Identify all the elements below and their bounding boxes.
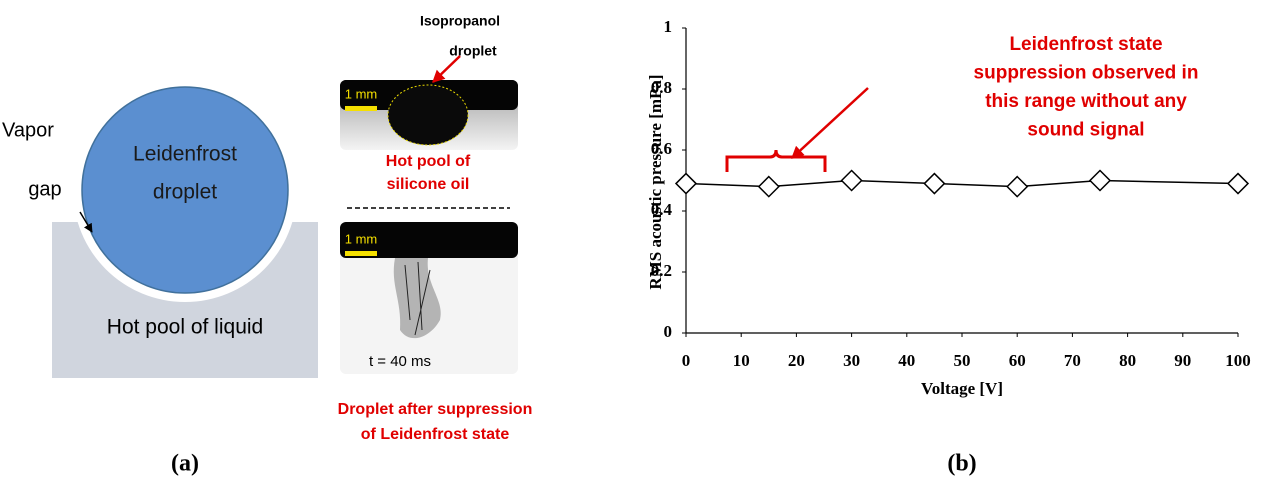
silicone-label: Hot pool of bbox=[386, 153, 471, 170]
x-tick-label: 80 bbox=[1119, 351, 1136, 370]
y-tick-label: 1 bbox=[664, 17, 673, 36]
panel-a: Leidenfrost droplet Vapor gap Hot pool o… bbox=[0, 13, 532, 477]
y-tick-label: 0.4 bbox=[651, 200, 673, 219]
silicone-label: silicone oil bbox=[387, 176, 470, 193]
marker bbox=[1226, 172, 1250, 195]
droplet-photo bbox=[387, 84, 469, 146]
scale-label: 1 mm bbox=[345, 86, 378, 101]
x-tick-label: 70 bbox=[1064, 351, 1081, 370]
droplet-label: droplet bbox=[153, 181, 217, 204]
scale-label: 1 mm bbox=[345, 231, 378, 246]
y-axis-title: RMS acoustic pressure [mPa] bbox=[646, 74, 665, 289]
y-tick-label: 0.8 bbox=[651, 78, 672, 97]
isopropanol-label: droplet bbox=[449, 43, 497, 59]
isopropanol-label: Isopropanol bbox=[420, 13, 500, 29]
marker bbox=[1006, 175, 1029, 198]
marker bbox=[923, 172, 946, 195]
x-axis-title: Voltage [V] bbox=[921, 379, 1003, 398]
time-label: t = 40 ms bbox=[369, 353, 431, 370]
y-tick-label: 0.6 bbox=[651, 139, 672, 158]
x-tick-label: 100 bbox=[1225, 351, 1251, 370]
x-tick-label: 90 bbox=[1174, 351, 1191, 370]
marker bbox=[1088, 169, 1112, 192]
x-tick-label: 10 bbox=[733, 351, 750, 370]
marker bbox=[757, 175, 780, 198]
x-tick-label: 20 bbox=[788, 351, 805, 370]
y-tick-label: 0.2 bbox=[651, 261, 672, 280]
range-bracket bbox=[725, 149, 827, 172]
pool-label: Hot pool of liquid bbox=[107, 316, 263, 339]
panel-b: Voltage [V] RMS acoustic pressure [mPa] … bbox=[646, 17, 1251, 477]
x-tick-label: 40 bbox=[898, 351, 915, 370]
annotation: sound signal bbox=[1027, 120, 1144, 141]
caption: of Leidenfrost state bbox=[361, 426, 510, 443]
annotation: this range without any bbox=[985, 91, 1187, 112]
marker bbox=[674, 172, 698, 195]
x-tick-label: 0 bbox=[682, 351, 691, 370]
annotation: suppression observed in bbox=[974, 63, 1199, 84]
panel-label: (a) bbox=[171, 451, 199, 477]
droplet bbox=[81, 86, 289, 294]
droplet-label: Leidenfrost bbox=[133, 143, 237, 166]
x-tick-label: 60 bbox=[1009, 351, 1026, 370]
arrow bbox=[79, 211, 93, 233]
x-tick-label: 30 bbox=[843, 351, 860, 370]
caption: Droplet after suppression bbox=[338, 401, 533, 418]
panel-label: (b) bbox=[947, 451, 976, 477]
arrow bbox=[432, 55, 461, 83]
vapor-label: gap bbox=[28, 178, 61, 200]
y-tick-label: 0 bbox=[664, 322, 673, 341]
vapor-label: Vapor bbox=[2, 119, 54, 141]
x-tick-label: 50 bbox=[954, 351, 971, 370]
arrow bbox=[791, 87, 869, 159]
marker bbox=[840, 169, 863, 192]
annotation: Leidenfrost state bbox=[1009, 34, 1162, 55]
